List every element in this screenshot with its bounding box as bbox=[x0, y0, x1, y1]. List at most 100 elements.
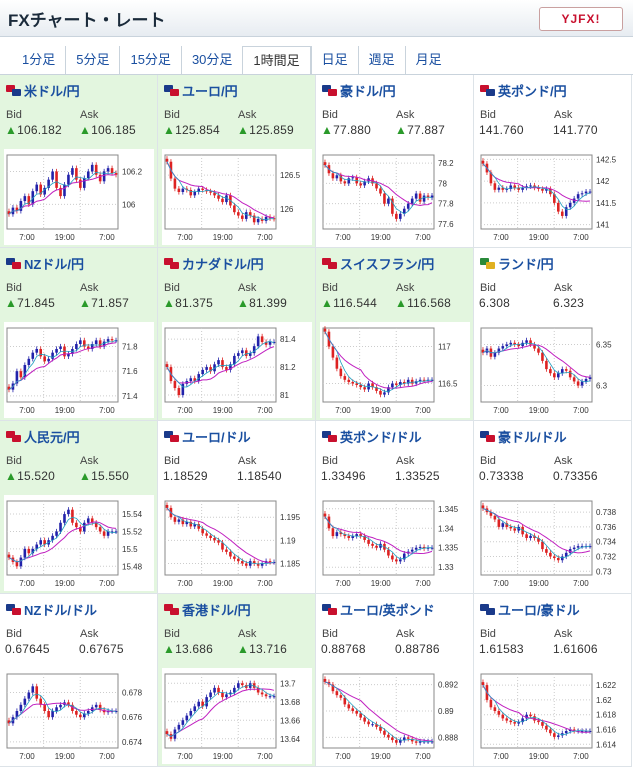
candle-body bbox=[237, 558, 240, 562]
candle-body bbox=[177, 519, 181, 522]
rate-chart[interactable]: 78.2 78 77.8 77.6 7:00 19:00 7:00 bbox=[320, 149, 470, 245]
rate-chart[interactable]: 117 116.5 7:00 19:00 7:00 bbox=[320, 322, 470, 418]
candle-body bbox=[233, 205, 236, 213]
candle-body bbox=[557, 557, 560, 561]
candle-body bbox=[86, 171, 90, 179]
x-tick-label: 19:00 bbox=[213, 752, 234, 761]
candle-body bbox=[391, 555, 394, 560]
bid-value: 1.33496 bbox=[321, 469, 366, 483]
candle-body bbox=[529, 185, 532, 187]
candle-body bbox=[517, 722, 520, 724]
candle-body bbox=[19, 557, 23, 567]
candle-body bbox=[19, 704, 23, 711]
candle-body bbox=[387, 198, 390, 204]
candle-body bbox=[205, 533, 208, 536]
yjfx-logo[interactable]: YJFX! bbox=[539, 7, 623, 31]
tab-3[interactable]: 15分足 bbox=[119, 46, 180, 74]
candle-body bbox=[410, 198, 414, 204]
pair-link[interactable]: ユーロ/英ポンド bbox=[322, 600, 435, 619]
rate-chart[interactable]: 142.5 142 141.5 141 7:00 19:00 7:00 bbox=[478, 149, 628, 245]
rate-chart[interactable]: 15.54 15.52 15.5 15.48 7:00 19:00 7:00 bbox=[4, 495, 154, 591]
rate-chart[interactable]: 1.195 1.19 1.185 7:00 19:00 7:00 bbox=[162, 495, 312, 591]
candle-body bbox=[114, 340, 118, 342]
candle-body bbox=[244, 212, 248, 219]
currency-flag-icon bbox=[164, 604, 180, 615]
pair-name: 香港ドル/円 bbox=[182, 603, 251, 618]
pair-link[interactable]: ランド/円 bbox=[480, 254, 554, 273]
pair-link[interactable]: カナダドル/円 bbox=[164, 254, 264, 273]
candle-body bbox=[229, 692, 232, 695]
candle-body bbox=[584, 191, 588, 194]
candle-body bbox=[580, 381, 584, 386]
candle-body bbox=[201, 369, 204, 375]
rate-chart[interactable]: 1.622 1.62 1.618 1.616 1.614 7:00 19:00 7:00 bbox=[478, 668, 628, 764]
pair-link[interactable]: 人民元/円 bbox=[6, 427, 80, 446]
tab-2[interactable]: 5分足 bbox=[65, 46, 119, 74]
rate-chart[interactable]: 106.2 106 7:00 19:00 7:00 bbox=[4, 149, 154, 245]
pair-link[interactable]: 英ポンド/円 bbox=[480, 81, 567, 100]
candle-body bbox=[114, 711, 118, 712]
rate-chart[interactable]: 81.4 81.2 81 7:00 19:00 7:00 bbox=[162, 322, 312, 418]
candle-body bbox=[481, 349, 485, 353]
candle-body bbox=[481, 505, 485, 509]
candle-body bbox=[110, 168, 114, 174]
pair-link[interactable]: スイスフラン/円 bbox=[322, 254, 434, 273]
x-tick-label: 7:00 bbox=[257, 233, 273, 242]
tab-7[interactable]: 週足 bbox=[357, 46, 405, 74]
currency-flag-icon bbox=[6, 431, 22, 442]
tab-5[interactable]: 1時間足 bbox=[242, 46, 311, 75]
candle-body bbox=[513, 722, 516, 724]
x-tick-label: 7:00 bbox=[415, 579, 431, 588]
pair-link[interactable]: ユーロ/ドル bbox=[164, 427, 251, 446]
pair-link[interactable]: ユーロ/豪ドル bbox=[480, 600, 580, 619]
rate-chart[interactable]: 71.8 71.6 71.4 7:00 19:00 7:00 bbox=[4, 322, 154, 418]
currency-flag-icon bbox=[164, 431, 180, 442]
bid-label: Bid bbox=[164, 109, 180, 121]
pair-name: NZドル/ドル bbox=[24, 603, 97, 618]
rate-chart[interactable]: 6.35 6.3 7:00 19:00 7:00 bbox=[478, 322, 628, 418]
rate-chart[interactable]: 126.5 126 7:00 19:00 7:00 bbox=[162, 149, 312, 245]
candle-body bbox=[568, 202, 572, 208]
bid-value: ▲77.880 bbox=[321, 123, 371, 137]
pair-name: ランド/円 bbox=[498, 257, 554, 272]
rate-chart[interactable]: 0.892 0.89 0.888 7:00 19:00 7:00 bbox=[320, 668, 470, 764]
ask-value: ▲15.550 bbox=[79, 469, 129, 483]
candle-body bbox=[75, 168, 78, 180]
pair-link[interactable]: 英ポンド/ドル bbox=[322, 427, 422, 446]
tab-4[interactable]: 30分足 bbox=[180, 46, 242, 74]
candle-body bbox=[576, 381, 580, 386]
rate-chart[interactable]: 1.345 1.34 1.335 1.33 7:00 19:00 7:00 bbox=[320, 495, 470, 591]
rate-chart[interactable]: 13.7 13.68 13.66 13.64 7:00 19:00 7:00 bbox=[162, 668, 312, 764]
tab-8[interactable]: 月足 bbox=[404, 46, 452, 74]
candle-body bbox=[564, 552, 568, 557]
pair-link[interactable]: NZドル/円 bbox=[6, 254, 84, 273]
candle-body bbox=[351, 536, 355, 538]
pair-link[interactable]: ユーロ/円 bbox=[164, 81, 238, 100]
pair-link[interactable]: 豪ドル/ドル bbox=[480, 427, 567, 446]
candle-body bbox=[90, 518, 94, 523]
tab-6[interactable]: 日足 bbox=[310, 46, 358, 74]
candle-body bbox=[90, 344, 94, 349]
pair-link[interactable]: NZドル/ドル bbox=[6, 600, 97, 619]
pair-link[interactable]: 豪ドル/円 bbox=[322, 81, 396, 100]
candle-body bbox=[213, 192, 216, 196]
pair-link[interactable]: 香港ドル/円 bbox=[164, 600, 251, 619]
rate-chart[interactable]: 0.738 0.736 0.734 0.732 0.73 7:00 19:00 7:00 bbox=[478, 495, 628, 591]
up-arrow-icon: ▲ bbox=[321, 296, 334, 310]
candle-body bbox=[549, 188, 552, 195]
bid-label: Bid bbox=[6, 455, 22, 467]
candle-body bbox=[537, 538, 540, 542]
moving-average-short-line bbox=[324, 681, 433, 743]
candle-body bbox=[525, 340, 528, 343]
tab-1[interactable]: 1分足 bbox=[22, 52, 56, 67]
moving-average-line bbox=[482, 684, 591, 733]
candle-body bbox=[395, 740, 398, 743]
y-tick-label: 126.5 bbox=[280, 171, 301, 180]
candle-body bbox=[181, 720, 185, 725]
candle-body bbox=[351, 382, 355, 384]
ask-label: Ask bbox=[396, 628, 415, 640]
y-tick-label: 15.48 bbox=[122, 562, 143, 571]
pair-link[interactable]: 米ドル/円 bbox=[6, 81, 80, 100]
rate-chart[interactable]: 0.678 0.676 0.674 7:00 19:00 7:00 bbox=[4, 668, 154, 764]
moving-average-line bbox=[324, 516, 433, 555]
